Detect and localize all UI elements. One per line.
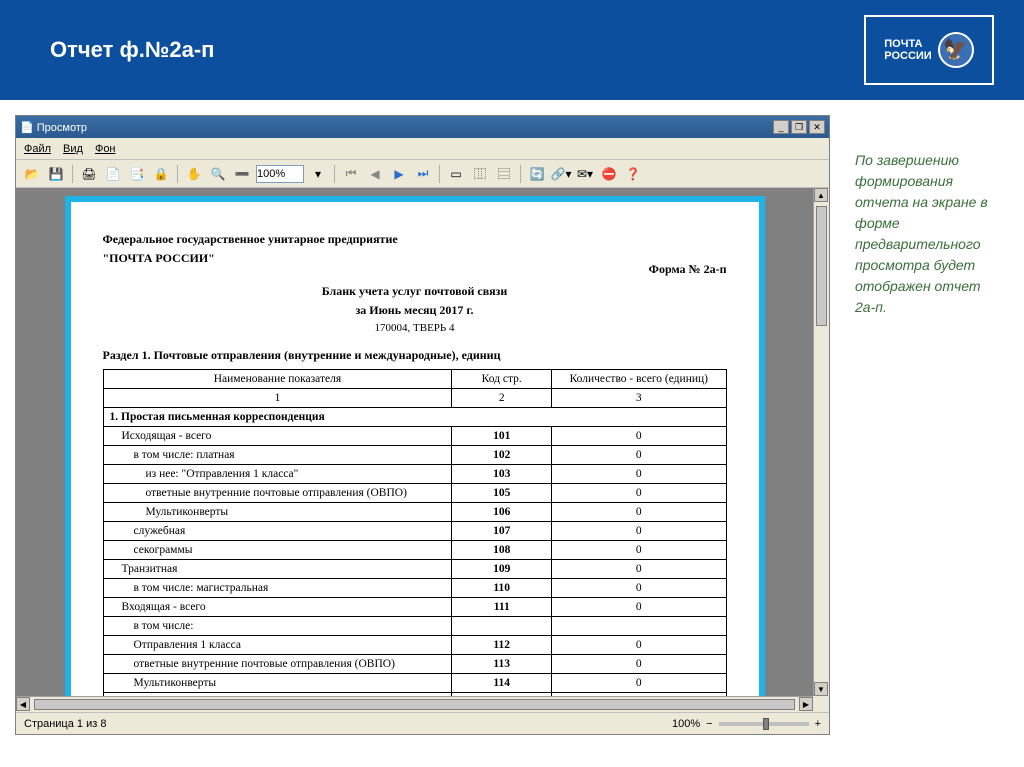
save-icon[interactable]: 💾 xyxy=(46,164,66,184)
doc-line1: Бланк учета услуг почтовой связи xyxy=(103,284,727,299)
zoom-icon[interactable]: 🔍 xyxy=(208,164,228,184)
menu-view[interactable]: Вид xyxy=(63,143,83,155)
horizontal-scrollbar[interactable]: ◀ ▶ xyxy=(16,696,813,712)
doc-org1: Федеральное государственное унитарное пр… xyxy=(103,232,727,247)
lock-icon[interactable]: 🔒 xyxy=(151,164,171,184)
table-number-row: 1 2 3 xyxy=(103,389,726,408)
doc-line3: 170004, ТВЕРЬ 4 xyxy=(103,322,727,334)
logo: ПОЧТАРОССИИ 🦅 xyxy=(864,15,994,85)
table-row: Входящая - всего1110 xyxy=(103,598,726,617)
table-row: служебная1070 xyxy=(103,522,726,541)
table-row: Транзитная1090 xyxy=(103,560,726,579)
zoom-plus-icon[interactable]: + xyxy=(815,718,821,730)
doc-line2: за Июнь месяц 2017 г. xyxy=(103,303,727,318)
maximize-button[interactable]: ❐ xyxy=(791,120,807,134)
zoom-out-icon[interactable]: ➖ xyxy=(232,164,252,184)
status-zoom: 100% xyxy=(672,718,700,730)
table-row: в том числе: платная1020 xyxy=(103,446,726,465)
preview-window: 📄 Просмотр _ ❐ ✕ Файл Вид Фон 📂 💾 🖨 📄 📑 xyxy=(15,115,830,735)
attach-icon[interactable]: 🔗▾ xyxy=(551,164,571,184)
layout1-icon[interactable]: ▭ xyxy=(446,164,466,184)
zoom-input[interactable] xyxy=(256,165,304,183)
table-row: из нее: "Отправления 1 класса"1030 xyxy=(103,465,726,484)
menu-file[interactable]: Файл xyxy=(24,143,51,155)
sidebar-note: По завершению формирования отчета на экр… xyxy=(840,100,1024,767)
layout2-icon[interactable]: ⿲ xyxy=(470,164,490,184)
pan-icon[interactable]: ✋ xyxy=(184,164,204,184)
open-icon[interactable]: 📂 xyxy=(22,164,42,184)
prev-page-icon[interactable]: ◀ xyxy=(365,164,385,184)
document-scroll[interactable]: Федеральное государственное унитарное пр… xyxy=(16,188,813,696)
doc-org2: "ПОЧТА РОССИИ" xyxy=(103,251,727,266)
help-icon[interactable]: ❓ xyxy=(623,164,643,184)
hscroll-thumb[interactable] xyxy=(34,699,795,710)
titlebar: 📄 Просмотр _ ❐ ✕ xyxy=(16,116,829,138)
zoom-slider[interactable] xyxy=(719,722,809,726)
th-qty: Количество - всего (единиц) xyxy=(552,370,726,389)
menu-bg[interactable]: Фон xyxy=(95,143,116,155)
menubar: Файл Вид Фон xyxy=(16,138,829,160)
table-row: секограммы1080 xyxy=(103,541,726,560)
content-area: 📄 Просмотр _ ❐ ✕ Файл Вид Фон 📂 💾 🖨 📄 📑 xyxy=(0,100,1024,767)
table-row: Мультиконверты1140 xyxy=(103,674,726,693)
next-page-icon[interactable]: ▶ xyxy=(389,164,409,184)
first-page-icon[interactable]: ⏮ xyxy=(341,164,361,184)
page-indicator: Страница 1 из 8 xyxy=(24,718,106,730)
vertical-scrollbar[interactable]: ▲ ▼ xyxy=(813,188,829,696)
section-title: Раздел 1. Почтовые отправления (внутренн… xyxy=(103,348,727,363)
zoom-dropdown-icon[interactable]: ▾ xyxy=(308,164,328,184)
statusbar: Страница 1 из 8 100% − + xyxy=(16,712,829,734)
export-icon[interactable]: 📑 xyxy=(127,164,147,184)
table-group-row: 1. Простая письменная корреспонденция xyxy=(103,408,726,427)
scroll-down-icon[interactable]: ▼ xyxy=(814,682,828,696)
slide-header: Отчет ф.№2а-п ПОЧТАРОССИИ 🦅 xyxy=(0,0,1024,100)
scroll-left-icon[interactable]: ◀ xyxy=(16,697,30,711)
table-row: ответные внутренние почтовые отправления… xyxy=(103,484,726,503)
mail-icon[interactable]: ✉▾ xyxy=(575,164,595,184)
slide-title: Отчет ф.№2а-п xyxy=(50,37,214,63)
table-row: в том числе: xyxy=(103,617,726,636)
eagle-icon: 🦅 xyxy=(938,32,974,68)
report-table: Наименование показателя Код стр. Количес… xyxy=(103,369,727,696)
app-container: 📄 Просмотр _ ❐ ✕ Файл Вид Фон 📂 💾 🖨 📄 📑 xyxy=(0,100,840,767)
last-page-icon[interactable]: ⏭ xyxy=(413,164,433,184)
th-name: Наименование показателя xyxy=(103,370,452,389)
stop-icon[interactable]: ⛔ xyxy=(599,164,619,184)
zoom-minus-icon[interactable]: − xyxy=(706,718,712,730)
vscroll-thumb[interactable] xyxy=(816,206,827,326)
print-setup-icon[interactable]: 📄 xyxy=(103,164,123,184)
window-title: Просмотр xyxy=(37,122,87,134)
toolbar: 📂 💾 🖨 📄 📑 🔒 ✋ 🔍 ➖ ▾ ⏮ ◀ ▶ ⏭ ▭ xyxy=(16,160,829,188)
close-button[interactable]: ✕ xyxy=(809,120,825,134)
document-viewport: Федеральное государственное унитарное пр… xyxy=(16,188,829,712)
table-row: в том числе: магистральная1100 xyxy=(103,579,726,598)
scroll-up-icon[interactable]: ▲ xyxy=(814,188,828,202)
th-code: Код стр. xyxy=(452,370,552,389)
table-row: ответные внутренние почтовые отправления… xyxy=(103,655,726,674)
report-page: Федеральное государственное унитарное пр… xyxy=(65,196,765,696)
scroll-right-icon[interactable]: ▶ xyxy=(799,697,813,711)
refresh-icon[interactable]: 🔄 xyxy=(527,164,547,184)
form-number: Форма № 2а-п xyxy=(649,262,727,277)
layout3-icon[interactable]: ⿳ xyxy=(494,164,514,184)
minimize-button[interactable]: _ xyxy=(773,120,789,134)
table-row: Мультиконверты1060 xyxy=(103,503,726,522)
table-header-row: Наименование показателя Код стр. Количес… xyxy=(103,370,726,389)
table-row: Отправления 1 класса1120 xyxy=(103,636,726,655)
table-row: Исходящая - всего1010 xyxy=(103,427,726,446)
print-icon[interactable]: 🖨 xyxy=(79,164,99,184)
